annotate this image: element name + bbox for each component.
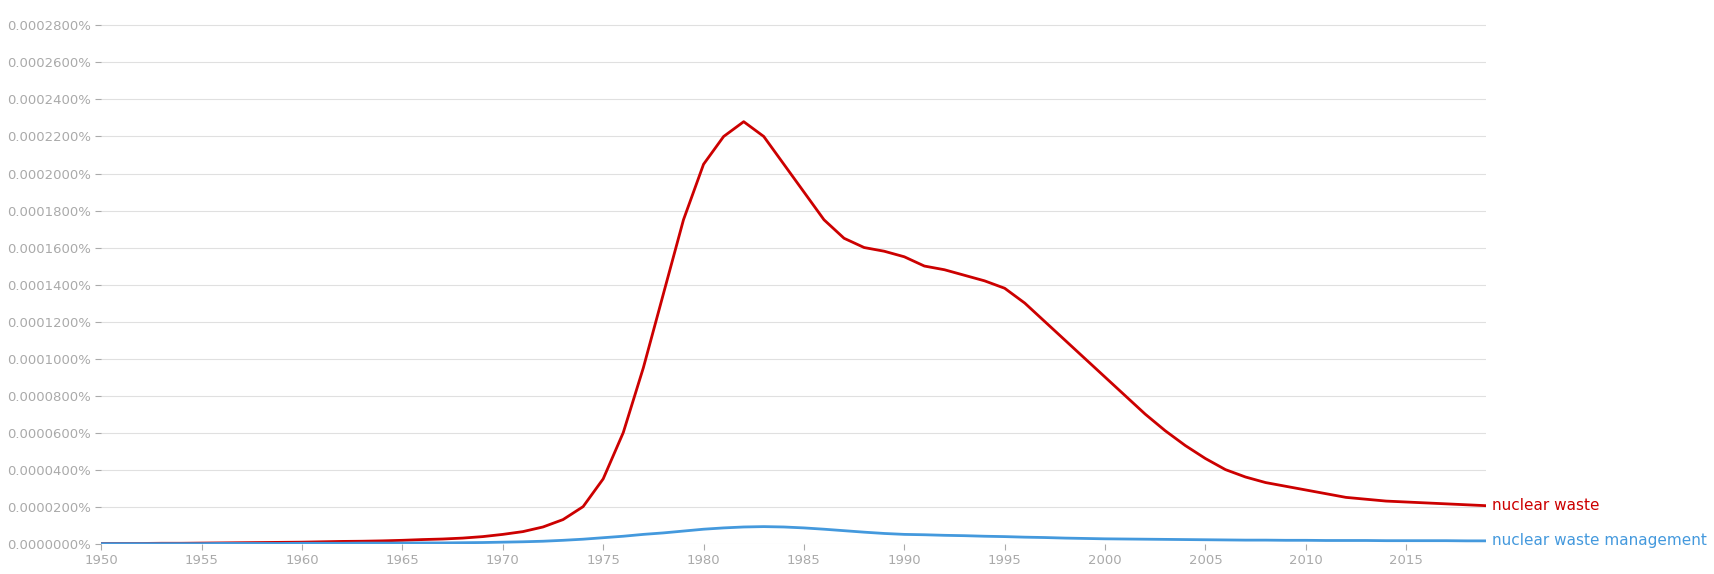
nuclear waste management [413, 540, 434, 546]
Text: nuclear waste management: nuclear waste management [1493, 533, 1707, 548]
Text: nuclear waste: nuclear waste [1493, 498, 1599, 513]
Line: nuclear waste management: nuclear waste management [101, 526, 1486, 544]
nuclear waste management [273, 540, 293, 547]
nuclear waste [273, 539, 293, 546]
nuclear waste [1476, 502, 1496, 509]
nuclear waste management [754, 523, 775, 530]
nuclear waste [413, 536, 434, 543]
nuclear waste management [1275, 537, 1296, 544]
nuclear waste [734, 118, 754, 125]
nuclear waste [91, 540, 111, 547]
nuclear waste management [1296, 537, 1316, 544]
nuclear waste [1275, 483, 1296, 490]
nuclear waste [512, 528, 533, 535]
Line: nuclear waste: nuclear waste [101, 122, 1486, 544]
nuclear waste management [512, 538, 533, 545]
nuclear waste management [1476, 537, 1496, 544]
nuclear waste management [91, 540, 111, 547]
nuclear waste [874, 248, 895, 255]
nuclear waste management [874, 530, 895, 537]
nuclear waste [1296, 487, 1316, 494]
